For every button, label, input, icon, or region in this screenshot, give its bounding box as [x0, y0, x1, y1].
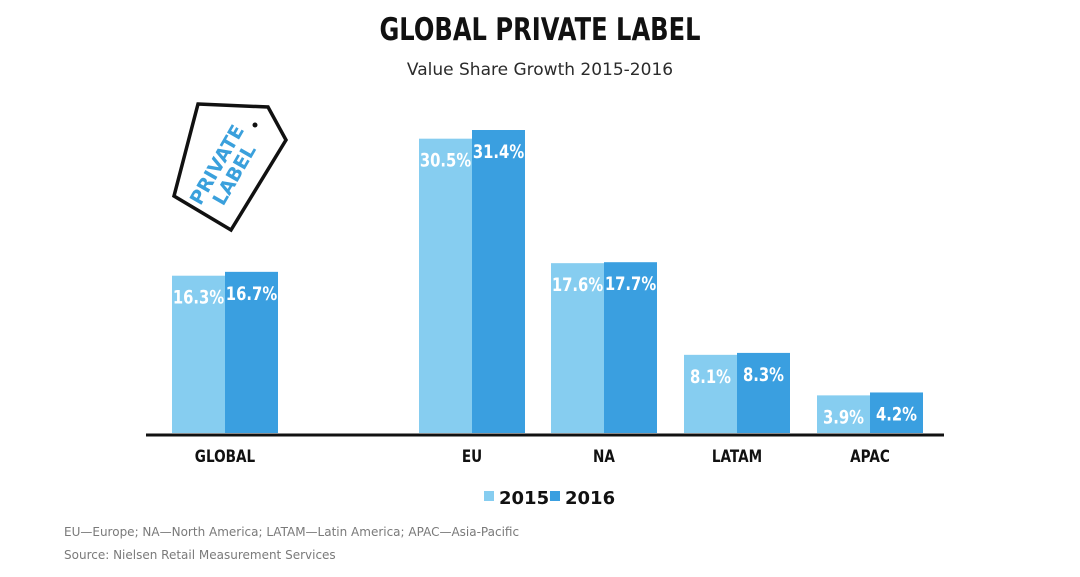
bar-apac-2016: [870, 392, 923, 433]
value-label-na-2015: 17.6%: [552, 274, 603, 296]
source-note: Source: Nielsen Retail Measurement Servi…: [64, 548, 336, 562]
bar-global-2015: [172, 275, 225, 433]
category-label-na: NA: [593, 447, 615, 467]
bar-na-2015: [551, 263, 604, 433]
bar-latam-2016: [737, 352, 790, 433]
category-label-latam: LATAM: [712, 447, 762, 467]
value-label-apac-2016: 4.2%: [876, 404, 917, 426]
value-label-apac-2015: 3.9%: [823, 407, 864, 429]
legend-swatch-2016: [550, 491, 560, 501]
legend-label-2016: 2016: [565, 488, 615, 509]
category-label-eu: EU: [462, 447, 482, 467]
bar-na-2016: [604, 262, 657, 433]
value-label-latam-2015: 8.1%: [690, 366, 731, 388]
bar-eu-2015: [419, 138, 472, 434]
legend-swatch-2015: [484, 491, 494, 501]
value-label-eu-2015: 30.5%: [420, 150, 471, 172]
bars-group: [172, 130, 923, 434]
value-labels-group: 16.3% 16.7% 30.5% 31.4% 17.6% 17.7% 8.1% 8.3% 3.…: [173, 141, 917, 429]
legend-label-2015: 2015: [499, 488, 549, 509]
value-label-na-2016: 17.7%: [605, 273, 656, 295]
bar-eu-2016: [472, 130, 525, 433]
bar-latam-2015: [684, 354, 737, 433]
private-label-tag-icon: PRIVATE LABEL: [171, 102, 289, 233]
category-labels-group: GLOBAL EU NA LATAM APAC: [195, 447, 890, 467]
bar-global-2016: [225, 271, 278, 433]
value-label-latam-2016: 8.3%: [743, 364, 784, 386]
legend: 2015 2016: [484, 488, 615, 509]
bar-apac-2015: [817, 395, 870, 433]
chart-subtitle: Value Share Growth 2015-2016: [406, 60, 674, 80]
category-label-global: GLOBAL: [195, 447, 256, 467]
value-label-eu-2016: 31.4%: [473, 141, 524, 163]
abbreviations-note: EU—Europe; NA—North America; LATAM—Latin…: [64, 525, 520, 539]
category-label-apac: APAC: [850, 447, 890, 467]
chart-title: GLOBAL PRIVATE LABEL: [379, 12, 701, 48]
value-label-global-2016: 16.7%: [226, 283, 277, 305]
value-label-global-2015: 16.3%: [173, 287, 224, 309]
